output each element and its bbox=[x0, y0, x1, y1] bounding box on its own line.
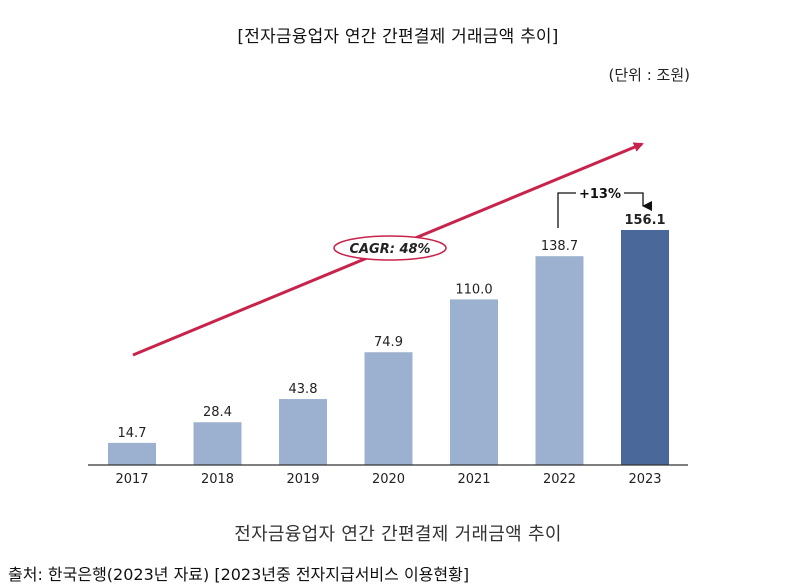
bar-2017 bbox=[108, 442, 156, 465]
growth-bracket bbox=[557, 192, 576, 228]
value-label-2017: 14.7 bbox=[118, 426, 147, 441]
x-tick-2021: 2021 bbox=[457, 472, 490, 487]
x-tick-2023: 2023 bbox=[628, 472, 661, 487]
x-tick-2019: 2019 bbox=[286, 472, 319, 487]
value-label-2023: 156.1 bbox=[624, 213, 665, 228]
x-tick-2018: 2018 bbox=[201, 472, 234, 487]
bars-group bbox=[108, 230, 669, 465]
x-tick-2020: 2020 bbox=[372, 472, 405, 487]
x-tick-2022: 2022 bbox=[543, 472, 576, 487]
x-tick-labels-group: 2017 2018 2019 2020 2021 2022 2023 bbox=[115, 472, 661, 487]
value-labels-group: 14.7 28.4 43.8 74.9 110.0 138.7 156.1 bbox=[118, 213, 666, 441]
x-tick-2017: 2017 bbox=[115, 472, 148, 487]
value-label-2022: 138.7 bbox=[541, 239, 578, 254]
cagr-label: CAGR: 48% bbox=[349, 242, 430, 257]
growth-arrow bbox=[624, 192, 652, 211]
value-label-2018: 28.4 bbox=[203, 405, 232, 420]
bar-2019 bbox=[279, 399, 327, 465]
cagr-ellipse bbox=[333, 235, 447, 261]
figure-caption: 전자금융업자 연간 간편결제 거래금액 추이 bbox=[234, 524, 562, 545]
chart-title: [전자금융업자 연간 간편결제 거래금액 추이] bbox=[237, 27, 559, 47]
bar-2022 bbox=[535, 256, 584, 465]
value-label-2019: 43.8 bbox=[289, 382, 318, 397]
bar-2018 bbox=[193, 422, 242, 465]
bar-2023 bbox=[621, 230, 669, 465]
growth-label: +13% bbox=[579, 187, 621, 202]
bar-2020 bbox=[364, 352, 413, 465]
unit-label: (단위 : 조원) bbox=[608, 66, 691, 84]
value-label-2020: 74.9 bbox=[374, 335, 403, 350]
value-label-2021: 110.0 bbox=[455, 282, 492, 297]
bar-2021 bbox=[450, 299, 498, 465]
source-note: 출처: 한국은행(2023년 자료) [2023년중 전자지급서비스 이용현황] bbox=[8, 565, 470, 584]
